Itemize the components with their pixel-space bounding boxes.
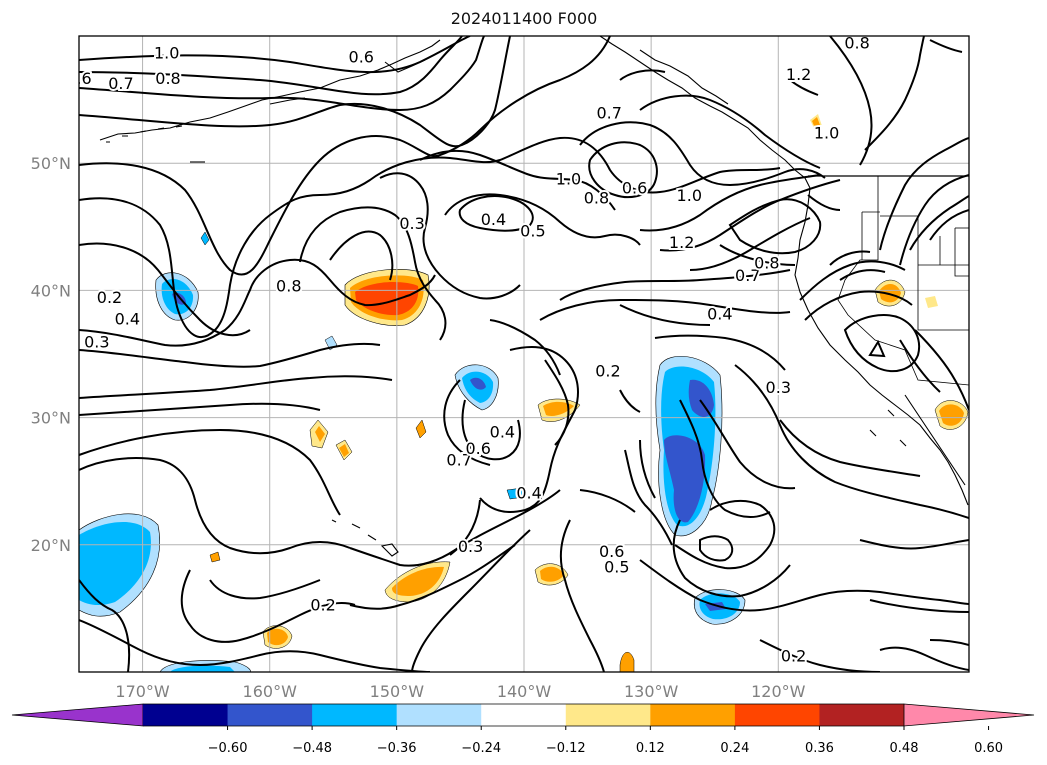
contour-label: 0.8 xyxy=(754,253,779,272)
contour-label: 0.3 xyxy=(84,332,109,351)
colorbar-outline xyxy=(143,703,904,727)
contour-label: 0.3 xyxy=(766,378,791,397)
contour-label: 0.2 xyxy=(310,596,335,615)
latitude-label: 40°N xyxy=(31,281,71,300)
contour-label: 0.6 xyxy=(466,439,491,458)
contour-label: 1.0 xyxy=(677,186,702,205)
contour-label: 0.8 xyxy=(155,69,180,88)
contour-label: 0.6 xyxy=(622,178,647,197)
contour-labels: 1.00.6 0.7 0.80.60.3 0.40.51.00.80.60.71.21… xyxy=(19,33,872,667)
contour-label: 0.2 xyxy=(595,362,620,381)
longitude-label: 150°W xyxy=(370,682,425,701)
contour-label: 0.7 xyxy=(596,103,621,122)
contour-label: 0.2 xyxy=(97,288,122,307)
colorbar-tick-label: −0.24 xyxy=(461,741,501,756)
colorbar-tick-label: −0.60 xyxy=(208,741,248,756)
map-frame xyxy=(78,35,970,673)
colorbar-tick-label: −0.48 xyxy=(292,741,332,756)
contour-lines xyxy=(79,36,969,672)
contour-label: 0.6 xyxy=(599,542,624,561)
contour-label: 0.6 xyxy=(349,47,374,66)
longitude-labels: 170°W 160°W 150°W 140°W 130°W 120°W xyxy=(115,682,805,701)
contour-label: 1.2 xyxy=(786,65,811,84)
contour-label: 0.2 xyxy=(19,607,44,626)
colorbar-tick-label: −0.36 xyxy=(377,741,417,756)
colorbar: −0.60 −0.48 −0.36 −0.24 −0.12 0.12 0.24 0.36 0.4… xyxy=(11,703,1035,756)
contour-label: 0.7 xyxy=(735,266,760,285)
longitude-label: 140°W xyxy=(497,682,552,701)
contour-label: 0.8 xyxy=(276,276,301,295)
contour-label: 0.4 xyxy=(516,484,541,503)
contour-label: 0.8 xyxy=(844,33,869,52)
colorbar-segment xyxy=(565,704,651,726)
latitude-label: 20°N xyxy=(31,536,71,555)
colorbar-tick-label: 0.48 xyxy=(890,741,919,756)
contour-label: 0.3 xyxy=(399,214,424,233)
contour-label: 0.7 xyxy=(446,451,471,470)
contour-label: 0.5 xyxy=(520,222,545,241)
contour-label: 1.0 xyxy=(154,44,179,63)
colorbar-tick-label: −0.12 xyxy=(546,741,586,756)
latitude-label: 30°N xyxy=(31,409,71,428)
contour-label: 0.2 xyxy=(781,646,806,665)
longitude-label: 170°W xyxy=(115,682,170,701)
latitude-labels: 50°N 40°N 30°N 20°N xyxy=(31,154,71,555)
longitude-label: 130°W xyxy=(624,682,679,701)
colorbar-segment xyxy=(481,704,567,726)
map-title: 2024011400 F000 xyxy=(450,9,598,28)
colorbar-tick-label: 0.60 xyxy=(974,741,1003,756)
contour-label: 0.4 xyxy=(707,304,732,323)
contour-label: 1.0 xyxy=(814,124,839,143)
contour-label: 0.5 xyxy=(604,557,629,576)
contour-label: 1.2 xyxy=(669,233,694,252)
colorbar-extend-high xyxy=(903,703,1035,727)
colorbar-tick-label: 0.36 xyxy=(805,741,834,756)
colorbar-segment xyxy=(396,704,482,726)
coastlines xyxy=(99,36,969,557)
colorbar-segment xyxy=(227,704,313,726)
contour-label: 0.8 xyxy=(584,189,609,208)
contour-label: 0.3 xyxy=(458,537,483,556)
contour-label: 0.6 xyxy=(66,69,91,88)
contour-label: 1.0 xyxy=(556,169,581,188)
colorbar-segment xyxy=(650,704,736,726)
colorbar-tick-label: 0.24 xyxy=(720,741,749,756)
colorbar-segment xyxy=(819,704,905,726)
contour-label: 0.7 xyxy=(108,74,133,93)
contour-label: 0.4 xyxy=(115,309,140,328)
contour-label: 0.4 xyxy=(481,210,506,229)
colorbar-segment xyxy=(143,704,229,726)
colorbar-segment xyxy=(734,704,820,726)
contour-label: 0.4 xyxy=(490,423,515,442)
colorbar-tick-label: 0.12 xyxy=(636,741,665,756)
colorbar-segment xyxy=(312,704,398,726)
colorbar-extend-low xyxy=(11,703,144,727)
longitude-label: 160°W xyxy=(243,682,298,701)
gridlines xyxy=(79,36,969,672)
longitude-label: 120°W xyxy=(751,682,806,701)
latitude-label: 50°N xyxy=(31,154,71,173)
